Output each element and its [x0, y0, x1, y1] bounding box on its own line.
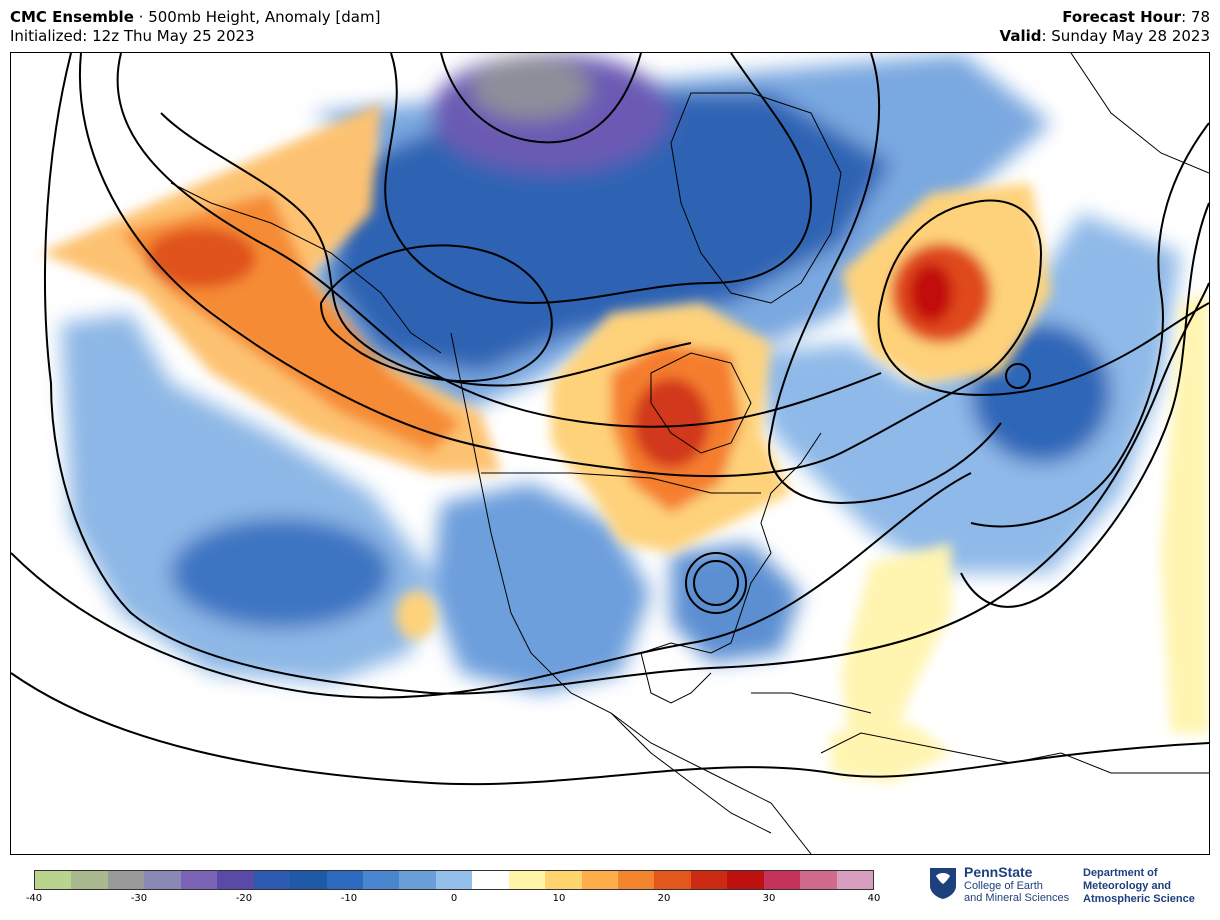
valid-line: Valid: Sunday May 28 2023 [1000, 27, 1210, 46]
atlantic-weak-ridge [841, 543, 951, 773]
height-contour [384, 53, 813, 305]
pacific-ridge-core [146, 228, 256, 288]
colorbar-swatch [362, 871, 400, 889]
colorbar-tick-label: 20 [657, 893, 671, 904]
colorbar-swatch [144, 871, 181, 889]
us-canada-border [481, 472, 761, 494]
colorbar-swatch [545, 871, 582, 889]
colorbar-swatch [217, 871, 254, 889]
psu-college-line2: and Mineral Sciences [964, 892, 1070, 904]
forecast-hour-value: : 78 [1181, 8, 1210, 26]
pacific-low-core [171, 518, 391, 628]
map-panel [10, 52, 1210, 855]
title-line: CMC Ensemble · 500mb Height, Anomaly [da… [10, 8, 380, 27]
alaska-coast [170, 182, 442, 354]
colorbar-swatch [180, 871, 218, 889]
colorbar-tick-label: 40 [867, 893, 881, 904]
colorbar [34, 870, 874, 890]
south-america-coast [820, 732, 1209, 774]
height-contour [768, 53, 1002, 505]
colorbar-tick-label: 30 [762, 893, 776, 904]
anomaly-map [11, 53, 1209, 854]
colorbar-tick-label: 10 [552, 893, 566, 904]
colorbar-tick-label: -30 [130, 893, 148, 904]
caribbean-islands [751, 692, 872, 714]
psu-dept-line3: Atmospheric Science [1083, 893, 1195, 905]
title-separator: · [133, 8, 149, 26]
colorbar-swatch [472, 871, 509, 889]
valid-value: : Sunday May 28 2023 [1041, 27, 1210, 45]
central-america [610, 712, 772, 834]
init-time: Initialized: 12z Thu May 25 2023 [10, 27, 255, 45]
colorbar-swatch [690, 871, 728, 889]
forecast-hour-line: Forecast Hour: 78 [1000, 8, 1210, 27]
psu-dept-line2: Meteorology and [1083, 880, 1172, 892]
colorbar-swatch [326, 871, 363, 889]
valid-label: Valid [999, 27, 1042, 45]
colorbar-swatch [107, 871, 145, 889]
height-contour [78, 53, 1209, 478]
field-name: 500mb Height, Anomaly [dam] [148, 8, 381, 26]
colorbar-swatch [71, 871, 108, 889]
positive-anomaly-fill [41, 103, 1209, 783]
colorbar-swatch [508, 871, 546, 889]
hudson-bay [650, 352, 752, 454]
header-left: CMC Ensemble · 500mb Height, Anomaly [da… [10, 8, 380, 46]
colorbar-tick-label: -20 [235, 893, 253, 904]
polar-low-core [331, 93, 891, 373]
height-contour [160, 112, 692, 387]
colorbar-swatch [800, 871, 837, 889]
colorbar-swatch [763, 871, 801, 889]
polar-vortex-center [471, 56, 591, 120]
model-name: CMC Ensemble [10, 8, 134, 26]
psu-college: College of Earth and Mineral Sciences [964, 880, 1069, 904]
height-contour [319, 244, 553, 383]
greenland-coast [670, 92, 842, 304]
hawaii-small-ridge [396, 591, 436, 639]
colorbar-swatch [399, 871, 436, 889]
east-atlantic-weak-ridge [1161, 293, 1209, 733]
forecast-hour-label: Forecast Hour [1062, 8, 1182, 26]
height-contour [970, 122, 1209, 528]
colorbar-swatch [654, 871, 691, 889]
height-contour [11, 672, 1209, 786]
north-america-west-coast [450, 332, 812, 854]
psu-dept-line1: Department of [1083, 867, 1158, 879]
colorbar-tick-label: -40 [25, 893, 43, 904]
negative-anomaly-fill [61, 53, 1181, 693]
atlantic-low-region [751, 213, 1181, 573]
colorbar-swatch [581, 871, 618, 889]
psu-department: Department of Meteorology and Atmospheri… [1083, 867, 1195, 906]
psu-name: PennState [964, 864, 1033, 880]
colorbar-swatch [727, 871, 764, 889]
height-contour [44, 53, 1209, 695]
colorbar-swatch [618, 871, 655, 889]
colorbar-swatch [290, 871, 327, 889]
height-contour [440, 53, 642, 144]
europe-coast [1070, 53, 1209, 174]
colorbar-tick-label: -10 [340, 893, 358, 904]
colorbar-tick-label: 0 [450, 893, 458, 904]
height-contour [960, 202, 1209, 608]
caribbean-weak-ridge [831, 723, 951, 783]
header-right: Forecast Hour: 78 Valid: Sunday May 28 2… [1000, 8, 1210, 46]
north-america-east-coast [640, 432, 822, 704]
psu-logo: PennState College of Earth and Mineral S… [928, 864, 1218, 914]
colorbar-swatch [435, 871, 473, 889]
height-contour [11, 472, 972, 699]
coastlines-borders [170, 53, 1209, 854]
colorbar-swatch [253, 871, 291, 889]
colorbar-ticks: -40 -30 -20 -10 0 10 20 30 40 [26, 893, 881, 907]
colorbar-swatch [35, 871, 72, 889]
western-us-low [431, 483, 651, 693]
southeast-us-low [671, 543, 801, 663]
psu-shield-icon [930, 868, 956, 899]
height-contour-closed [685, 552, 747, 614]
height-contour-closed [1005, 363, 1031, 389]
colorbar-swatch [836, 871, 874, 889]
greenland-ridge-center [909, 263, 953, 323]
height-contour-closed [693, 560, 739, 606]
central-ridge-core [633, 378, 709, 468]
psu-college-line1: College of Earth [964, 880, 1043, 892]
